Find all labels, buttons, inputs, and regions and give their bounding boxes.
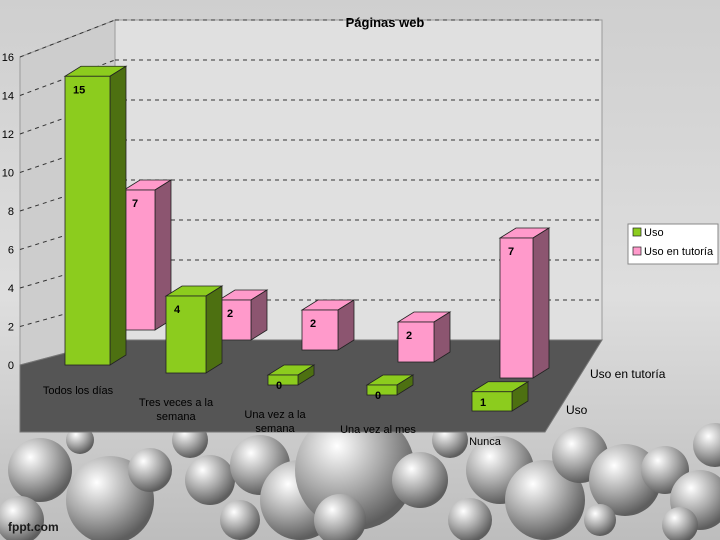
y-tick-label: 12 — [2, 129, 14, 141]
legend-box — [627, 223, 719, 265]
bar-front — [165, 295, 207, 374]
y-tick-label: 2 — [8, 322, 14, 334]
watermark-text: fppt.com — [8, 520, 59, 534]
gridline — [19, 19, 116, 58]
bubble — [220, 500, 260, 540]
bubble — [66, 426, 94, 454]
bubble — [505, 460, 585, 540]
data-label: 0 — [375, 390, 381, 402]
bars: 7 2 2 2 7 15 4 0 0 1 — [63, 65, 551, 412]
legend-swatch — [632, 227, 642, 237]
bubble — [448, 498, 492, 540]
y-tick-label: 0 — [8, 360, 14, 372]
data-label: 2 — [227, 308, 233, 320]
bubble — [185, 455, 235, 505]
y-tick-label: 8 — [8, 206, 14, 218]
y-tick-label: 6 — [8, 245, 14, 257]
chart-title: Páginas web — [346, 15, 425, 30]
bar-front — [397, 321, 435, 363]
bubble — [0, 496, 44, 540]
bubble — [584, 504, 616, 536]
bubble — [693, 423, 720, 467]
y-tick-label: 14 — [2, 91, 14, 103]
data-label: 1 — [480, 397, 486, 409]
bar-front — [123, 189, 156, 331]
bubble — [314, 494, 366, 540]
data-label: 2 — [310, 318, 316, 330]
y-tick-label: 16 — [2, 52, 14, 64]
legend-swatch — [632, 246, 642, 256]
depth-label-back: Uso en tutoría — [590, 367, 666, 381]
data-label: 15 — [73, 84, 85, 96]
y-tick-label: 4 — [8, 283, 14, 295]
bar-front — [499, 237, 534, 379]
bar-side — [532, 227, 550, 379]
category-label: Nunca — [469, 436, 502, 448]
bar-front — [218, 299, 252, 341]
x-axis-labels: Todos los días Tres veces a la semana Una v… — [43, 385, 502, 448]
legend-label: Uso en tutoría — [644, 246, 714, 258]
data-label: 2 — [406, 330, 412, 342]
category-label: Tres veces a la semana — [139, 397, 214, 423]
data-label: 4 — [174, 304, 181, 316]
legend-label: Uso — [644, 227, 664, 239]
category-label: Una vez al mes — [340, 424, 416, 436]
bubbles-decoration — [0, 410, 720, 540]
bubble — [392, 452, 448, 508]
bar-front — [64, 75, 111, 366]
bar-front — [471, 391, 513, 412]
depth-axis-labels: Uso en tutoría Uso — [566, 367, 666, 417]
category-label: Una vez a la semana — [244, 409, 306, 435]
bar-front — [267, 374, 299, 386]
data-label: 0 — [276, 380, 282, 392]
bar-side — [205, 285, 223, 374]
category-label: Todos los días — [43, 385, 114, 397]
bubble — [128, 448, 172, 492]
y-tick-label: 10 — [2, 168, 14, 180]
legend: Uso Uso en tutoría — [627, 223, 719, 265]
data-label: 7 — [132, 198, 138, 210]
bubble — [8, 438, 72, 502]
bar-side — [109, 65, 127, 366]
bar-front — [301, 309, 339, 351]
depth-label-front: Uso — [566, 403, 588, 417]
y-axis-ticks: 0 2 4 6 8 10 12 14 16 — [2, 52, 14, 372]
data-label: 7 — [508, 246, 514, 258]
bar-front — [366, 384, 398, 396]
bubble — [662, 507, 698, 540]
